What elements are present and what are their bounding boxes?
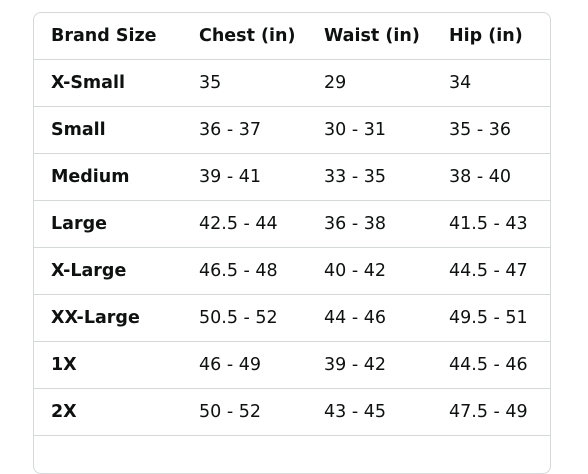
table-row: Small 36 - 37 30 - 31 35 - 36 [34, 106, 550, 154]
waist-cell: 30 - 31 [307, 106, 432, 154]
chest-cell: 35 [182, 59, 307, 107]
waist-cell: 33 - 35 [307, 153, 432, 201]
header-row: Brand Size Chest (in) Waist (in) Hip (in… [34, 13, 550, 60]
table-row: X-Small 35 29 34 [34, 59, 550, 107]
waist-cell: 39 - 42 [307, 341, 432, 389]
table-row: 1X 46 - 49 39 - 42 44.5 - 46 [34, 341, 550, 389]
hip-cell: 38 - 40 [432, 153, 550, 201]
chest-cell: 36 - 37 [182, 106, 307, 154]
table-row: 2X 50 - 52 43 - 45 47.5 - 49 [34, 388, 550, 436]
waist-cell: 44 - 46 [307, 294, 432, 342]
hip-cell: 47.5 - 49 [432, 388, 550, 436]
brand-size-cell: Large [34, 200, 182, 248]
header-chest: Chest (in) [182, 13, 307, 60]
chest-cell: 50.5 - 52 [182, 294, 307, 342]
brand-size-cell: 1X [34, 341, 182, 389]
table-row: Medium 39 - 41 33 - 35 38 - 40 [34, 153, 550, 201]
hip-cell: 35 - 36 [432, 106, 550, 154]
waist-cell: 36 - 38 [307, 200, 432, 248]
brand-size-cell: 2X [34, 388, 182, 436]
table-row: X-Large 46.5 - 48 40 - 42 44.5 - 47 [34, 247, 550, 295]
waist-cell: 29 [307, 59, 432, 107]
size-chart-table: Brand Size Chest (in) Waist (in) Hip (in… [34, 13, 550, 436]
waist-cell: 40 - 42 [307, 247, 432, 295]
chest-cell: 50 - 52 [182, 388, 307, 436]
chest-cell: 46 - 49 [182, 341, 307, 389]
waist-cell: 43 - 45 [307, 388, 432, 436]
hip-cell: 49.5 - 51 [432, 294, 550, 342]
hip-cell: 34 [432, 59, 550, 107]
brand-size-cell: X-Large [34, 247, 182, 295]
chest-cell: 46.5 - 48 [182, 247, 307, 295]
brand-size-cell: XX-Large [34, 294, 182, 342]
hip-cell: 44.5 - 46 [432, 341, 550, 389]
chest-cell: 42.5 - 44 [182, 200, 307, 248]
hip-cell: 41.5 - 43 [432, 200, 550, 248]
size-chart-container: Brand Size Chest (in) Waist (in) Hip (in… [33, 12, 551, 474]
brand-size-cell: Small [34, 106, 182, 154]
hip-cell: 44.5 - 47 [432, 247, 550, 295]
header-brand-size: Brand Size [34, 13, 182, 60]
brand-size-cell: Medium [34, 153, 182, 201]
table-row: Large 42.5 - 44 36 - 38 41.5 - 43 [34, 200, 550, 248]
header-waist: Waist (in) [307, 13, 432, 60]
brand-size-cell: X-Small [34, 59, 182, 107]
table-row: XX-Large 50.5 - 52 44 - 46 49.5 - 51 [34, 294, 550, 342]
chest-cell: 39 - 41 [182, 153, 307, 201]
header-hip: Hip (in) [432, 13, 550, 60]
